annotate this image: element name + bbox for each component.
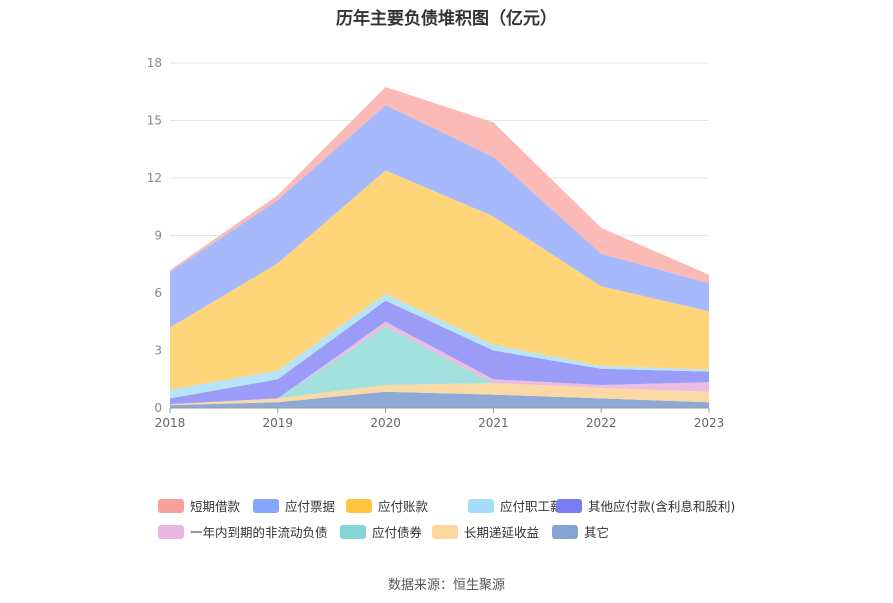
area-series-6 xyxy=(170,170,709,390)
area-series-1 xyxy=(170,383,709,406)
y-tick-label: 0 xyxy=(154,401,162,415)
legend-label: 一年内到期的非流动负债 xyxy=(190,525,328,540)
area-series-0 xyxy=(170,391,709,408)
y-tick-label: 12 xyxy=(147,171,162,185)
legend-swatch xyxy=(253,498,279,513)
legend-swatch xyxy=(158,524,184,539)
y-tick-label: 6 xyxy=(154,286,162,300)
legend-item[interactable]: 长期递延收益 xyxy=(432,522,539,541)
y-tick-label: 3 xyxy=(154,344,162,358)
legend-label: 应付账款 xyxy=(378,499,429,514)
x-tick-label: 2022 xyxy=(586,416,617,430)
area-series-5 xyxy=(170,293,709,399)
y-tick-label: 9 xyxy=(154,229,162,243)
legend-swatch xyxy=(556,498,582,513)
legend-label: 短期借款 xyxy=(190,499,241,514)
x-tick-label: 2020 xyxy=(370,416,401,430)
x-tick-label: 2019 xyxy=(263,416,294,430)
area-series-8 xyxy=(170,86,709,284)
legend-item[interactable]: 应付债券 xyxy=(340,522,422,541)
legend-item[interactable]: 一年内到期的非流动负债 xyxy=(158,522,328,541)
legend-item[interactable]: 应付票据 xyxy=(253,496,335,515)
area-series-7 xyxy=(170,105,709,328)
data-source-note: 数据来源：恒生聚源 xyxy=(387,578,505,593)
legend-label: 其他应付款(含利息和股利) xyxy=(588,499,736,514)
x-tick-label: 2021 xyxy=(478,416,509,430)
area-series-2 xyxy=(170,326,709,405)
legend-item[interactable]: 其他应付款(含利息和股利) xyxy=(556,496,735,515)
legend-label: 长期递延收益 xyxy=(464,525,540,540)
x-tick-label: 2023 xyxy=(694,416,725,430)
chart-title: 历年主要负债堆积图（亿元） xyxy=(336,9,557,29)
legend-swatch xyxy=(552,524,578,539)
legend-item[interactable]: 其它 xyxy=(552,522,609,541)
legend-label: 应付票据 xyxy=(285,499,336,514)
legend-label: 应付债券 xyxy=(372,525,423,540)
legend-swatch xyxy=(340,524,366,539)
legend-swatch xyxy=(158,498,184,513)
legend-item[interactable]: 短期借款 xyxy=(158,496,240,515)
area-series-4 xyxy=(170,300,709,405)
x-tick-label: 2018 xyxy=(155,416,186,430)
legend-swatch xyxy=(432,524,458,539)
y-tick-label: 15 xyxy=(147,114,162,128)
legend-swatch xyxy=(346,498,372,513)
legend-label: 其它 xyxy=(584,525,610,540)
y-tick-label: 18 xyxy=(147,56,162,70)
area-series-3 xyxy=(170,321,709,405)
legend-item[interactable]: 应付账款 xyxy=(346,496,428,515)
legend-swatch xyxy=(468,498,494,513)
